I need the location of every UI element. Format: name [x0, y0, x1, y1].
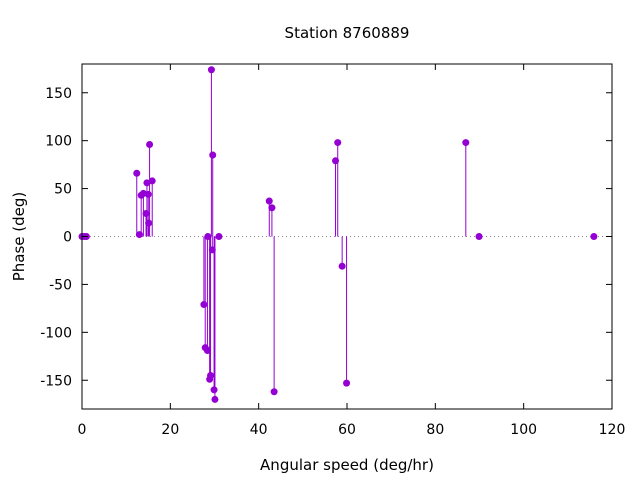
data-point [144, 190, 152, 198]
x-tick-label: 60 [338, 422, 356, 438]
data-point [332, 157, 340, 165]
data-point [143, 179, 151, 187]
data-point [462, 139, 470, 147]
data-point [343, 379, 351, 387]
data-point [334, 139, 342, 147]
data-point [207, 371, 215, 379]
data-point [211, 395, 219, 403]
x-tick-label: 80 [426, 422, 444, 438]
data-point [270, 388, 278, 396]
y-tick-label: 100 [45, 134, 72, 150]
data-point [215, 233, 223, 240]
data-point [200, 301, 208, 309]
y-axis-label: Phase (deg) [10, 192, 28, 282]
data-point [148, 177, 156, 185]
y-tick-label: 50 [54, 182, 72, 198]
x-tick-label: 0 [78, 422, 87, 438]
x-axis-label: Angular speed (deg/hr) [260, 456, 434, 474]
data-point [142, 210, 150, 217]
y-tick-label: 0 [63, 230, 72, 246]
data-point [265, 197, 273, 205]
data-point [590, 233, 598, 240]
y-tick-label: -50 [49, 277, 72, 293]
x-tick-label: 20 [161, 422, 179, 438]
data-point [209, 151, 217, 159]
data-point [146, 141, 154, 148]
data-point [204, 233, 212, 240]
y-tick-label: -100 [40, 325, 72, 341]
data-point [135, 231, 143, 239]
data-point [145, 219, 153, 227]
x-tick-label: 40 [250, 422, 268, 438]
y-tick-label: 150 [45, 86, 72, 102]
data-point [208, 246, 216, 254]
data-point [268, 204, 276, 212]
data-point [133, 169, 141, 177]
data-point [207, 66, 215, 74]
x-tick-label: 100 [510, 422, 537, 438]
chart-title: Station 8760889 [285, 24, 410, 42]
x-tick-label: 120 [599, 422, 626, 438]
data-point [475, 233, 483, 240]
data-point [338, 262, 346, 270]
y-tick-label: -150 [40, 373, 72, 389]
data-point [210, 386, 218, 394]
data-point [203, 347, 211, 355]
